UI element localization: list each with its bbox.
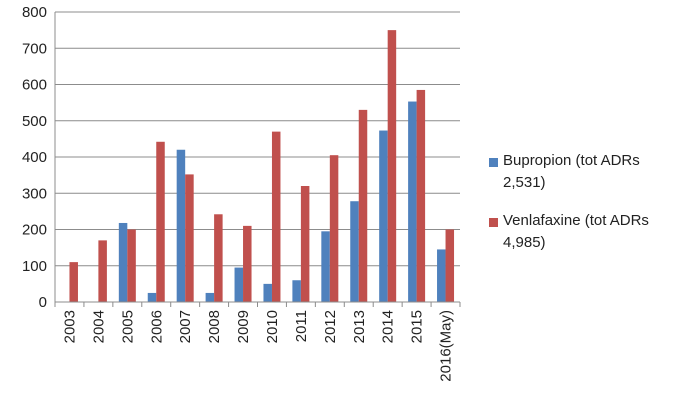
y-tick-label: 100: [22, 258, 47, 275]
bar-bupropion: [437, 249, 446, 302]
x-tick-labels: 2003 2004 2005 2006 2007 2008 2009 2010 2011 2012…: [61, 310, 454, 382]
x-tick-label: 2010: [264, 310, 281, 343]
y-tick-label: 500: [22, 113, 47, 130]
bar-venlafaxine: [300, 186, 310, 302]
x-tick-label: 2012: [322, 310, 339, 343]
y-tick-label: 200: [22, 222, 47, 239]
bar-bupropion: [118, 222, 128, 302]
bar-bupropion: [350, 201, 359, 302]
bar-venlafaxine: [127, 229, 136, 302]
y-tick-label: 0: [39, 294, 47, 311]
bar-venlafaxine: [185, 174, 194, 302]
bar-bupropion: [147, 292, 157, 302]
x-tick-label: 2013: [351, 310, 368, 343]
bar-venlafaxine: [156, 141, 165, 302]
bar-bupropion: [408, 101, 417, 302]
bar-bupropion: [379, 130, 388, 302]
bar-venlafaxine: [243, 225, 252, 302]
bar-venlafaxine: [416, 89, 426, 302]
x-tick-label: 2014: [380, 310, 397, 343]
legend-item-venlafaxine: Venlafaxine (tot ADRs 4,985): [489, 210, 674, 254]
bar-venlafaxine: [445, 229, 455, 302]
bar-bupropion: [176, 149, 186, 302]
bar-venlafaxine: [387, 30, 397, 302]
bar-bupropion: [292, 280, 301, 302]
bar-venlafaxine: [214, 214, 223, 302]
legend-swatch-bupropion: [489, 158, 498, 167]
x-tick-label: 2005: [119, 310, 136, 343]
bar-venlafaxine: [271, 131, 281, 302]
x-tick-label: 2007: [177, 310, 194, 343]
x-tick-label: 2011: [293, 310, 310, 342]
gridlines: [55, 11, 460, 267]
bar-venlafaxine: [358, 109, 368, 302]
x-tick-label: 2009: [235, 310, 252, 343]
legend-item-bupropion: Bupropion (tot ADRs 2,531): [489, 150, 674, 194]
y-tick-label: 600: [22, 77, 47, 94]
legend-label-venlafaxine: Venlafaxine (tot ADRs 4,985): [503, 212, 649, 251]
x-tick-label: 2004: [90, 310, 107, 343]
x-tick-label: 2008: [206, 310, 223, 343]
x-tick-label: 2003: [61, 310, 78, 343]
bars: [69, 30, 455, 302]
x-tick-label: 2006: [148, 310, 165, 343]
bar-bupropion: [205, 292, 215, 302]
y-tick-label: 300: [22, 185, 47, 202]
bar-venlafaxine: [329, 155, 339, 302]
y-tick-labels: 0 100 200 300 400 500 600 700 800: [22, 4, 47, 311]
legend-label-bupropion: Bupropion (tot ADRs 2,531): [503, 152, 640, 191]
x-tick-label: 2016(May): [438, 310, 455, 382]
legend-swatch-venlafaxine: [489, 218, 498, 227]
bar-venlafaxine: [69, 262, 78, 302]
x-tick-label: 2015: [409, 310, 426, 343]
bar-bupropion: [234, 267, 244, 302]
bar-venlafaxine: [98, 240, 107, 302]
bar-bupropion: [263, 283, 272, 302]
y-tick-label: 400: [22, 149, 47, 166]
bar-bupropion: [321, 231, 330, 302]
y-tick-label: 700: [22, 40, 47, 57]
y-tick-label: 800: [22, 4, 47, 21]
axes: [54, 12, 461, 307]
